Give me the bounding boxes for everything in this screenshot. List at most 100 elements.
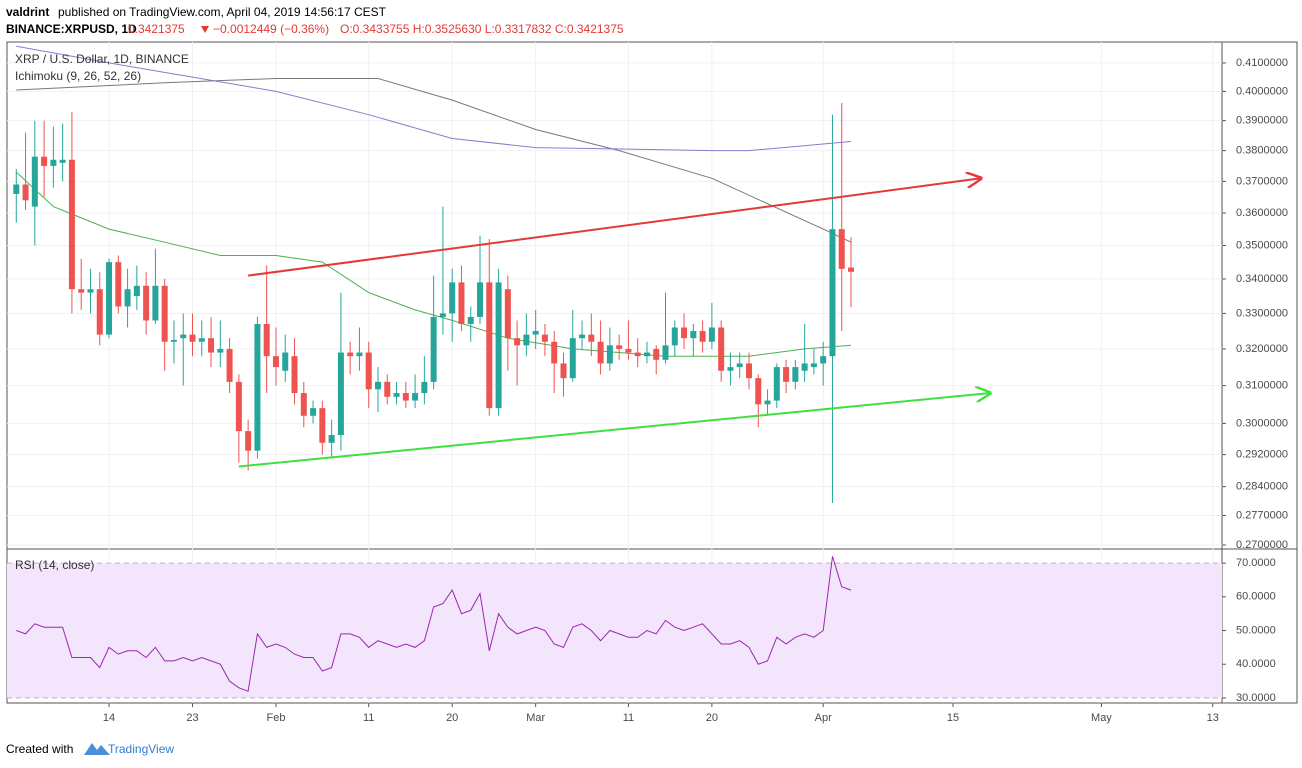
candle-body — [690, 331, 697, 339]
x-tick-label: 14 — [103, 712, 115, 724]
candle-body — [764, 400, 771, 405]
candle-body — [495, 282, 502, 409]
x-tick-label: 13 — [1207, 712, 1219, 724]
candle-body — [254, 323, 261, 451]
y-tick-label: 0.3600000 — [1236, 207, 1288, 219]
candle-body — [727, 367, 734, 371]
candle-body — [569, 338, 576, 379]
candle-body — [588, 334, 595, 342]
candle-body — [449, 282, 456, 314]
candle-body — [514, 338, 521, 346]
rsi-tick-label: 40.0000 — [1236, 658, 1276, 670]
candle-body — [124, 289, 131, 307]
x-tick-label: Apr — [815, 712, 832, 724]
y-tick-label: 0.3100000 — [1236, 379, 1288, 391]
down-arrow — [201, 26, 209, 33]
candle-body — [745, 363, 752, 379]
x-tick-label: 15 — [947, 712, 959, 724]
candle-body — [13, 184, 20, 194]
y-tick-label: 0.3700000 — [1236, 175, 1288, 187]
candle-body — [41, 156, 48, 166]
indicator-line — [15, 171, 852, 357]
candle-body — [718, 327, 725, 371]
y-tick-label: 0.3500000 — [1236, 239, 1288, 251]
candle-body — [439, 313, 446, 317]
candle-body — [643, 352, 650, 357]
candle-body — [106, 262, 113, 335]
candle-body — [848, 267, 855, 272]
candle-body — [820, 356, 827, 364]
y-tick-label: 0.2770000 — [1236, 509, 1288, 521]
rsi-legend: RSI (14, close) — [15, 558, 94, 572]
candle-body — [356, 352, 363, 357]
x-tick-label: 11 — [623, 712, 634, 724]
y-tick-label: 0.3300000 — [1236, 307, 1288, 319]
candle-body — [59, 159, 66, 163]
candle-body — [653, 348, 660, 360]
x-tick-label: 23 — [186, 712, 198, 724]
y-tick-label: 0.2700000 — [1236, 539, 1288, 551]
x-tick-label: 20 — [446, 712, 458, 724]
symbol-legend: XRP / U.S. Dollar, 1D, BINANCE — [15, 52, 189, 66]
rsi-line — [16, 556, 852, 692]
footer-created: Created with — [6, 742, 73, 756]
x-tick-label: Mar — [526, 712, 545, 724]
candle-body — [634, 352, 641, 357]
candle-body — [838, 229, 845, 269]
candle-body — [31, 156, 38, 207]
candle-body — [161, 285, 168, 342]
candle-body — [597, 341, 604, 364]
last-price: 0.3421375 — [128, 22, 185, 36]
indicator-line — [16, 78, 852, 243]
candle-body — [87, 289, 94, 293]
candle-body — [272, 356, 279, 368]
rsi-tick-label: 50.0000 — [1236, 624, 1276, 636]
candle-body — [504, 289, 511, 339]
candle-body — [708, 327, 715, 342]
rsi-tick-label: 60.0000 — [1236, 591, 1276, 603]
change: −0.0012449 (−0.36%) — [213, 22, 329, 36]
candle-body — [421, 381, 428, 394]
candle-body — [792, 367, 799, 382]
candle-body — [263, 323, 270, 357]
candle-body — [477, 282, 484, 317]
candle-body — [180, 334, 187, 339]
candle-body — [347, 352, 354, 357]
candle-body — [245, 431, 252, 451]
rsi-pane — [7, 556, 1226, 699]
candle-body — [328, 435, 335, 443]
footer-brand: TradingView — [108, 742, 174, 756]
candle-body — [458, 282, 465, 324]
candle-body — [560, 363, 567, 379]
candle-body — [384, 381, 391, 397]
candle-body — [467, 316, 474, 324]
x-tick-label: 20 — [706, 712, 718, 724]
x-tick-label: Feb — [266, 712, 285, 724]
candle-body — [699, 331, 706, 342]
y-tick-label: 0.3900000 — [1236, 115, 1288, 127]
candle-body — [393, 393, 400, 397]
y-tick-label: 0.3400000 — [1236, 273, 1288, 285]
author: valdrint — [6, 5, 49, 19]
candle-body — [365, 352, 372, 390]
candle-body — [783, 367, 790, 382]
candle-body — [96, 289, 103, 335]
published: published on TradingView.com, April 04, … — [58, 5, 387, 19]
candle-body — [68, 159, 75, 290]
candle-body — [133, 285, 140, 297]
candle-body — [226, 348, 233, 382]
candle-body — [310, 408, 317, 416]
rsi-band — [7, 563, 1222, 698]
candle-body — [189, 334, 196, 342]
candle-body — [170, 339, 177, 342]
candle-body — [681, 327, 688, 339]
x-tick-label: May — [1091, 712, 1112, 724]
x-tick-label: 11 — [363, 712, 374, 724]
candle-body — [430, 316, 437, 382]
candle-body — [625, 348, 632, 353]
candle-body — [115, 262, 122, 307]
price-pane — [13, 45, 990, 504]
indicator-legend: Ichimoku (9, 26, 52, 26) — [15, 69, 141, 83]
candle-body — [217, 348, 224, 353]
